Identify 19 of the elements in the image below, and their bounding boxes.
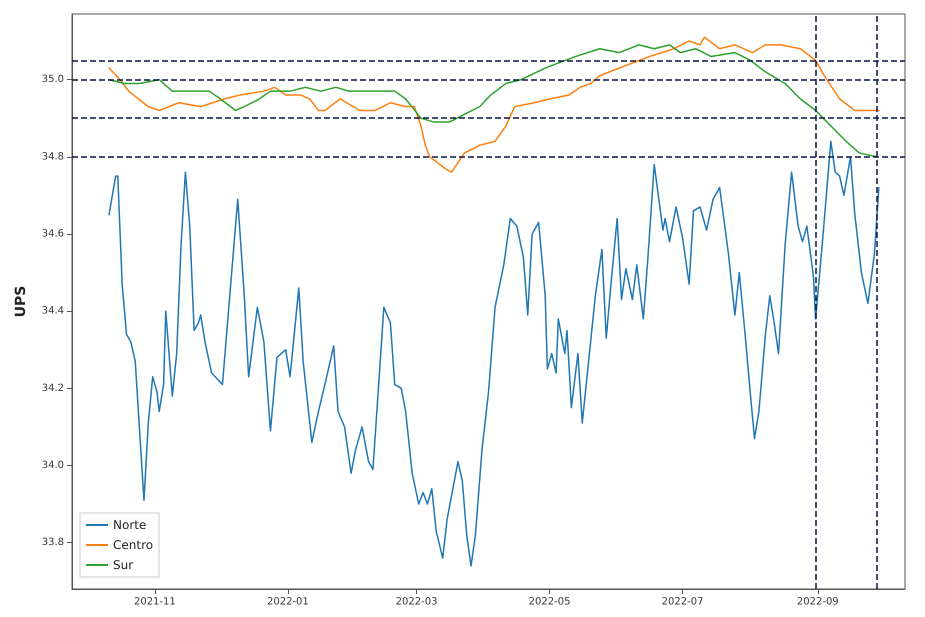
y-tick-label: 34.4 [42, 306, 64, 317]
legend-label: Centro [113, 538, 154, 552]
x-tick-label: 2022-05 [528, 596, 570, 608]
y-tick-label: 34.6 [42, 228, 64, 240]
line-series [108, 44, 878, 158]
x-tick-label: 2021-11 [134, 596, 176, 608]
y-tick-label: 34.8 [42, 151, 64, 162]
x-tick-label: 2022-07 [662, 596, 704, 608]
y-axis-title: UPS [13, 286, 29, 318]
y-tick-label: 34.2 [42, 382, 64, 394]
y-tick-label: 35.0 [42, 74, 64, 86]
legend-label: Norte [113, 518, 146, 532]
x-tick-label: 2022-03 [396, 596, 438, 608]
legend-label: Sur [113, 558, 134, 572]
x-tick-label: 2022-09 [796, 596, 839, 608]
line-series [108, 36, 880, 173]
y-tick-label: 33.8 [42, 537, 64, 548]
x-tick-label: 2022-01 [266, 596, 309, 608]
y-tick-label: 34.0 [42, 460, 64, 472]
